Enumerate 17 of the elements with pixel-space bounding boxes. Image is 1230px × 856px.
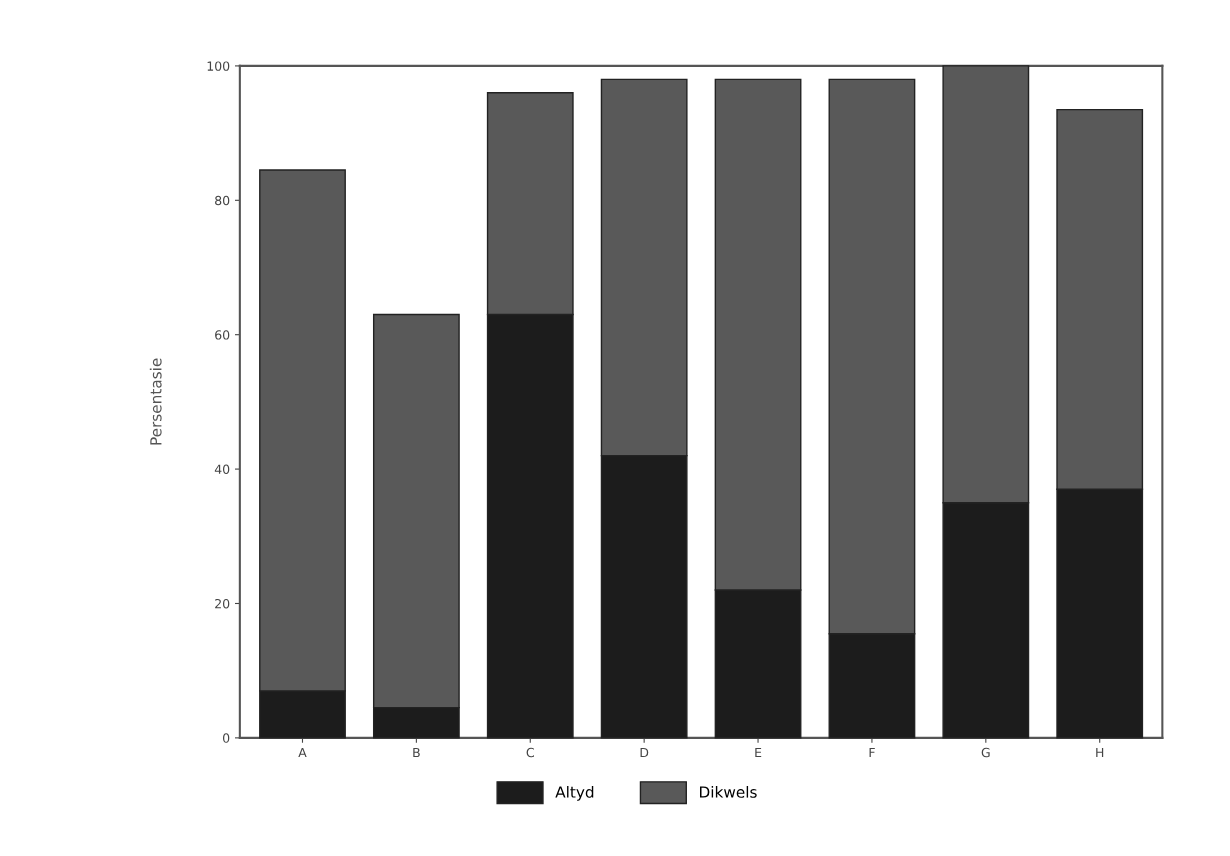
x-tick-label: C xyxy=(526,747,534,758)
x-tick-label: B xyxy=(413,747,420,758)
legend-label: Dikwels xyxy=(700,785,757,798)
x-tick-label: E xyxy=(755,747,762,758)
x-tick-label: H xyxy=(1096,747,1104,758)
y-tick-label: 100 xyxy=(207,61,230,71)
legend-label: Altyd xyxy=(555,785,594,801)
y-tick-label: 80 xyxy=(215,195,230,206)
x-tick-label: G xyxy=(981,747,990,758)
y-tick-label: 60 xyxy=(215,330,230,340)
y-tick-label: 20 xyxy=(215,598,230,609)
x-tick-label: F xyxy=(869,747,875,758)
y-tick-label: 0 xyxy=(223,733,230,743)
x-tick-label: D xyxy=(640,747,649,758)
y-axis-title: Persentasie xyxy=(149,358,162,445)
x-tick-label: A xyxy=(298,747,307,758)
y-tick-label: 40 xyxy=(214,464,230,475)
